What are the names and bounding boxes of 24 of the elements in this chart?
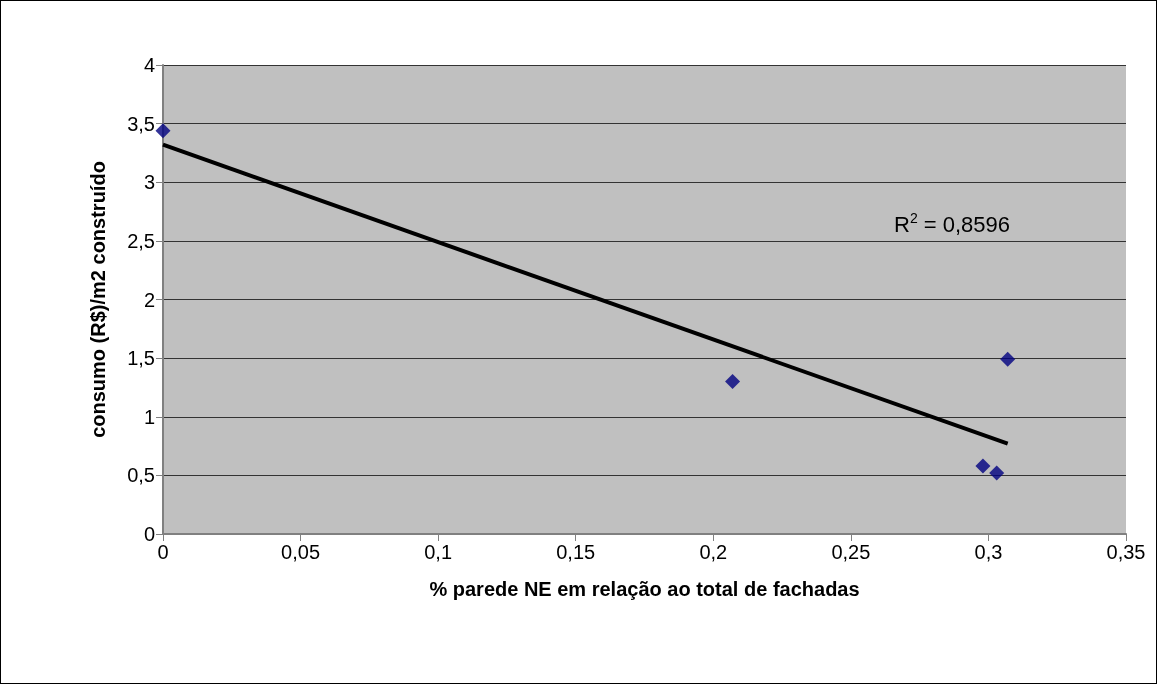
y-tick-label: 1,5 bbox=[127, 347, 155, 370]
y-tick-label: 0,5 bbox=[127, 464, 155, 487]
x-tick-label: 0,25 bbox=[831, 541, 871, 563]
x-tick-label: 0 bbox=[157, 541, 169, 563]
y-tick-label: 0 bbox=[143, 523, 155, 545]
y-tick-label: 1 bbox=[143, 405, 155, 428]
point bbox=[725, 374, 741, 390]
x-tick-label: 0,05 bbox=[281, 541, 321, 563]
point bbox=[155, 123, 171, 139]
y-tick-label: 4 bbox=[143, 54, 155, 76]
y-tick-label: 2 bbox=[143, 288, 155, 311]
x-axis-title: % parede NE em relação ao total de fachadas bbox=[429, 578, 860, 600]
x-tick-label: 0,2 bbox=[699, 541, 728, 563]
point bbox=[1000, 351, 1016, 367]
x-tick-label: 0,35 bbox=[1106, 541, 1146, 563]
y-tick-label: 2,5 bbox=[127, 229, 155, 252]
y-tick-label: 3 bbox=[143, 171, 155, 194]
point bbox=[989, 465, 1005, 481]
y-tick-label: 3,5 bbox=[127, 112, 155, 135]
x-tick-label: 0,15 bbox=[556, 541, 596, 563]
y-axis-title: consumo (R$)/m2 construído bbox=[87, 161, 109, 438]
point bbox=[975, 458, 991, 474]
x-tick-label: 0,1 bbox=[424, 541, 453, 563]
x-tick-label: 0,3 bbox=[974, 541, 1003, 563]
